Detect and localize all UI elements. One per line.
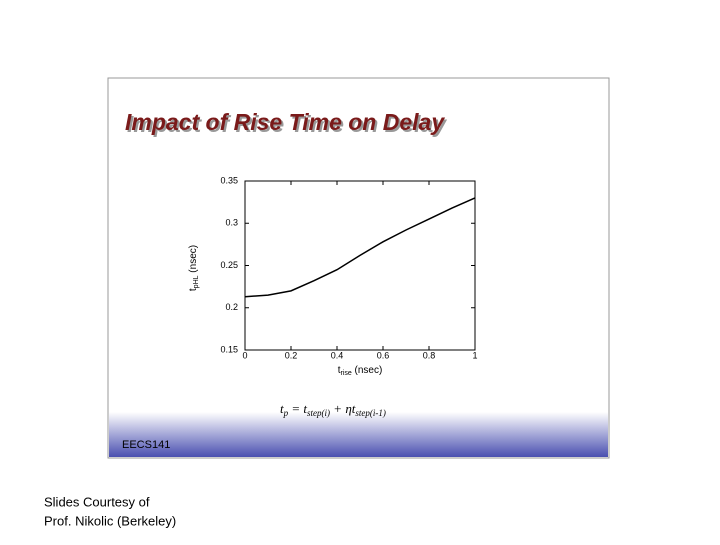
y-tick-label: 0.3 — [225, 218, 238, 228]
y-label-part: pHL — [193, 275, 200, 288]
x-label-part: rise — [340, 370, 351, 377]
caption-line: Prof. Nikolic (Berkeley) — [44, 513, 176, 528]
caption-line: Slides Courtesy of — [44, 494, 150, 509]
footer: EECS141 — [122, 439, 170, 451]
y-axis-label: tpHL (nsec) — [188, 245, 200, 291]
x-tick-label: 0 — [242, 350, 247, 360]
formula-part: step(i-1) — [355, 408, 386, 418]
formula-part: p — [283, 408, 289, 418]
x-axis-label: trise (nsec) — [338, 365, 383, 377]
x-tick-label: 0.6 — [377, 350, 390, 360]
y-label-part: (nsec) — [188, 245, 199, 276]
data-line — [244, 197, 476, 298]
y-tick-label: 0.25 — [220, 260, 238, 270]
footer-band — [109, 412, 608, 457]
x-label-part: (nsec) — [352, 365, 383, 376]
formula: tp = tstep(i) + ηtstep(i-1) — [280, 401, 386, 418]
formula-part: = — [288, 401, 303, 416]
y-tick-label: 0.35 — [220, 175, 238, 185]
x-tick-label: 1 — [472, 350, 477, 360]
formula-part: + — [330, 401, 345, 416]
y-label-part: t — [188, 288, 199, 291]
formula-part: ηt — [345, 401, 355, 416]
formula-part: step(i) — [307, 408, 330, 418]
slide-title: Impact of Rise Time on Delay — [125, 109, 445, 135]
formula-part: t — [280, 401, 284, 416]
formula-part: t — [303, 401, 307, 416]
x-label-part: t — [338, 365, 341, 376]
title-shadow: Impact of Rise Time on Delay — [127, 111, 447, 137]
y-tick-label: 0.15 — [220, 344, 238, 354]
slide-frame — [107, 77, 610, 459]
y-tick-label: 0.2 — [225, 302, 238, 312]
x-tick-label: 0.4 — [331, 350, 344, 360]
x-tick-label: 0.2 — [285, 350, 298, 360]
x-tick-label: 0.8 — [423, 350, 436, 360]
